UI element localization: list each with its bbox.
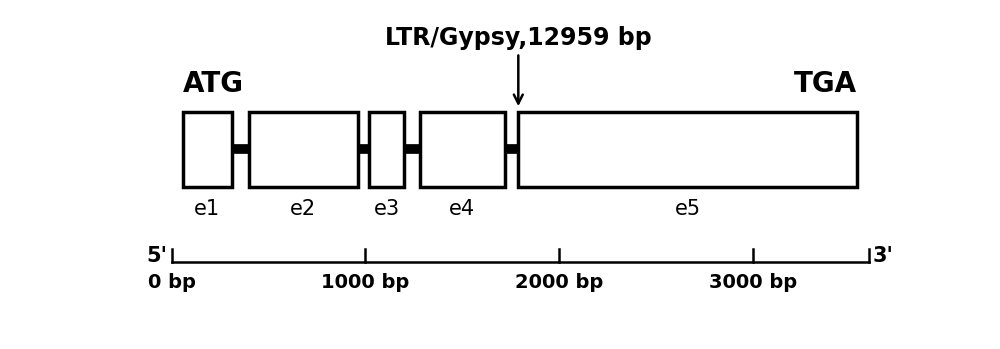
Text: ATG: ATG: [183, 70, 244, 98]
Text: e5: e5: [675, 199, 701, 219]
Bar: [420, 112, 505, 187]
Text: e2: e2: [290, 199, 316, 219]
Text: e4: e4: [449, 199, 475, 219]
Text: 2000 bp: 2000 bp: [515, 273, 603, 292]
Text: 5': 5': [147, 245, 168, 266]
Text: 0 bp: 0 bp: [148, 273, 195, 292]
Bar: [183, 112, 232, 187]
Text: 3': 3': [873, 245, 894, 266]
Bar: [249, 112, 358, 187]
Bar: [518, 112, 857, 187]
Bar: [369, 112, 404, 187]
Text: LTR/Gypsy,12959 bp: LTR/Gypsy,12959 bp: [385, 26, 652, 50]
Text: e1: e1: [194, 199, 220, 219]
Text: 3000 bp: 3000 bp: [709, 273, 797, 292]
Text: TGA: TGA: [794, 70, 857, 98]
Text: e3: e3: [373, 199, 400, 219]
Text: 1000 bp: 1000 bp: [321, 273, 409, 292]
